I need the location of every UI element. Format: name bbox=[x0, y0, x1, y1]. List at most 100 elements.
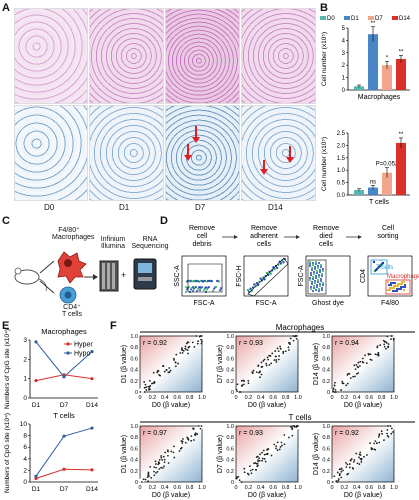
flow-event bbox=[187, 285, 191, 289]
scatter-point bbox=[163, 465, 165, 468]
legend-label-D0: D0 bbox=[327, 16, 335, 22]
flow-event bbox=[308, 278, 312, 282]
y-tick-label: 1.0 bbox=[130, 334, 138, 340]
scatter-point bbox=[279, 347, 282, 350]
scatter-point bbox=[333, 384, 336, 387]
flow-event bbox=[316, 266, 320, 270]
scatter-point bbox=[174, 361, 177, 364]
flow-event bbox=[312, 284, 316, 288]
x-tick-label: 0.4 bbox=[161, 395, 169, 401]
scatter-point bbox=[342, 382, 345, 385]
scatter-point bbox=[387, 425, 389, 427]
panel-d-flow-gating: RemovecelldebrisFSC-ASSC-ARemoveadherent… bbox=[174, 225, 419, 307]
flow-event bbox=[318, 268, 322, 272]
scatter-point bbox=[193, 346, 196, 348]
scatter-point bbox=[353, 364, 356, 367]
flow-event bbox=[282, 261, 285, 264]
flow-event bbox=[189, 288, 193, 291]
series-point-hypo bbox=[90, 426, 94, 430]
scatter-point bbox=[160, 455, 163, 457]
scatter-point bbox=[370, 447, 373, 450]
scatter-point bbox=[368, 353, 370, 356]
y-axis-label: CD4 bbox=[360, 269, 367, 283]
scatter-point bbox=[387, 345, 390, 348]
legend-swatch-D7 bbox=[368, 16, 374, 20]
flow-event bbox=[388, 286, 392, 290]
scatter-point bbox=[186, 349, 189, 352]
scatter-point bbox=[163, 461, 166, 463]
scatter-point bbox=[147, 473, 150, 476]
flow-event bbox=[185, 288, 189, 291]
scatter-point bbox=[181, 347, 183, 349]
scatter-point bbox=[200, 338, 202, 341]
plus-sign: + bbox=[121, 270, 127, 280]
histology-he-d7 bbox=[165, 8, 240, 104]
scatter-point bbox=[291, 428, 294, 431]
scatter-point bbox=[345, 384, 348, 387]
scatter-point bbox=[340, 468, 342, 471]
scatter-point bbox=[289, 343, 291, 346]
scatter-point bbox=[184, 347, 187, 350]
scatter-point bbox=[284, 350, 287, 353]
scatter-point bbox=[273, 359, 276, 361]
scatter-point bbox=[148, 380, 151, 382]
bar-D1 bbox=[368, 187, 378, 195]
scatter-point bbox=[353, 459, 356, 461]
scatter-point bbox=[166, 449, 169, 452]
series-point-hyper bbox=[34, 476, 38, 481]
x-tick-label: 0 bbox=[234, 395, 237, 401]
x-tick-label: 0 bbox=[138, 395, 141, 401]
flow-event bbox=[309, 271, 313, 275]
x-axis-label: T cells bbox=[369, 199, 390, 206]
x-tick-label: 0.2 bbox=[245, 395, 253, 401]
flow-event bbox=[381, 261, 385, 265]
flow-event bbox=[187, 279, 191, 283]
flow-event bbox=[184, 286, 188, 289]
scatter-point bbox=[386, 432, 388, 435]
scatter-point bbox=[352, 375, 355, 378]
x-tick-label: 0.8 bbox=[282, 485, 290, 491]
flow-event bbox=[263, 278, 266, 281]
scatter-point bbox=[375, 442, 378, 444]
flow-event bbox=[396, 282, 400, 286]
scatter-point bbox=[235, 477, 238, 480]
scatter-point bbox=[378, 433, 381, 435]
flow-event bbox=[393, 289, 397, 293]
scatter-point bbox=[357, 361, 360, 364]
illumina-label-1: Infinium bbox=[100, 236, 126, 243]
scatter-point bbox=[383, 343, 386, 346]
flow-event bbox=[395, 289, 399, 293]
scatter-point bbox=[243, 467, 246, 470]
scatter-point bbox=[173, 456, 176, 459]
scatter-point bbox=[277, 358, 280, 361]
flow-event bbox=[315, 285, 319, 289]
scatter-point bbox=[156, 470, 159, 473]
x-tick-label: 0 bbox=[330, 395, 333, 401]
scatter-point bbox=[162, 365, 165, 368]
scatter-point bbox=[186, 438, 189, 440]
x-tick-label: 0 bbox=[330, 485, 333, 491]
y-tick-label: 0.5 bbox=[337, 181, 346, 187]
flow-event bbox=[320, 288, 324, 292]
flow-event bbox=[319, 279, 323, 283]
timepoint-d7: D7 bbox=[195, 203, 206, 212]
scatter-point bbox=[242, 379, 245, 382]
series-point-hypo bbox=[34, 340, 38, 344]
scatter-point bbox=[279, 446, 282, 448]
timepoint-d1: D1 bbox=[119, 203, 130, 212]
scatter-point bbox=[168, 367, 171, 369]
y-axis-label: Numbers of CpG site (x10⁴) bbox=[4, 329, 11, 409]
scatter-point bbox=[145, 386, 147, 389]
scatter-point bbox=[161, 467, 164, 469]
correlation-label: r = 0.97 bbox=[143, 430, 167, 437]
y-tick-label: 2 bbox=[23, 467, 27, 474]
y-tick-label: 1.5 bbox=[337, 156, 346, 162]
flow-event bbox=[219, 287, 223, 290]
y-tick-label: 0.4 bbox=[322, 368, 330, 374]
t-cell-icon bbox=[59, 286, 77, 304]
y-tick-label: 1 bbox=[23, 376, 27, 383]
scatter-point bbox=[143, 381, 146, 383]
y-tick-label: 1.0 bbox=[322, 424, 330, 430]
flow-event bbox=[317, 275, 321, 279]
